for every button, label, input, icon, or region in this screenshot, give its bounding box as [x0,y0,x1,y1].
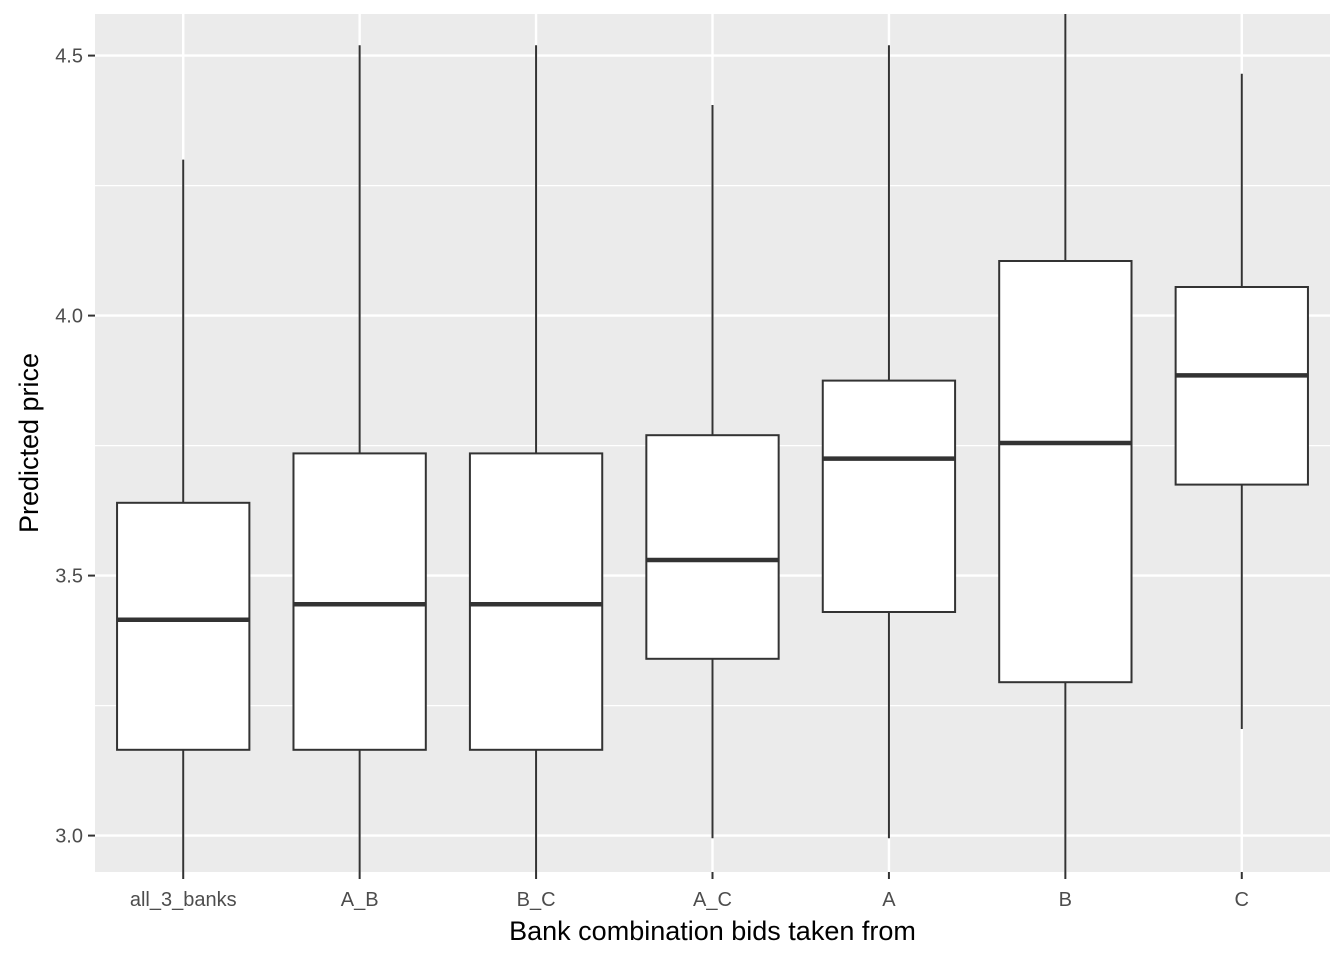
box-A [821,45,957,839]
y-tick-label: 4.5 [55,46,83,68]
boxes [116,14,1309,872]
x-tick-label: C [1235,889,1249,911]
y-tick-label: 3.0 [55,826,83,848]
x-tick-label: B [1059,889,1072,911]
x-tick-label: all_3_banks [130,889,237,911]
box-B [998,14,1133,872]
y-axis: 3.0 3.5 4.0 4.5 [55,46,95,848]
box-iqr [116,501,251,751]
box-iqr [998,260,1133,684]
y-tick-label: 3.5 [55,566,83,588]
box-A_B [292,45,427,872]
y-axis-title: Predicted price [14,353,44,533]
box-iqr [645,434,780,660]
box-iqr [292,452,427,751]
x-tick-label: A_C [693,889,732,911]
x-tick-label: B_C [517,889,556,911]
box-B_C [468,45,604,872]
x-axis: all_3_banks A_B B_C A_C A B C [130,872,1249,911]
box-C [1174,73,1309,729]
box-all_3_banks [116,159,251,872]
x-axis-title: Bank combination bids taken from [509,916,916,946]
box-iqr [1174,286,1309,486]
x-tick-label: A_B [341,889,379,911]
box-A_C [645,105,780,839]
x-tick-label: A [882,889,896,911]
box-iqr [821,379,957,613]
y-tick-label: 4.0 [55,306,83,328]
box-iqr [468,452,604,751]
